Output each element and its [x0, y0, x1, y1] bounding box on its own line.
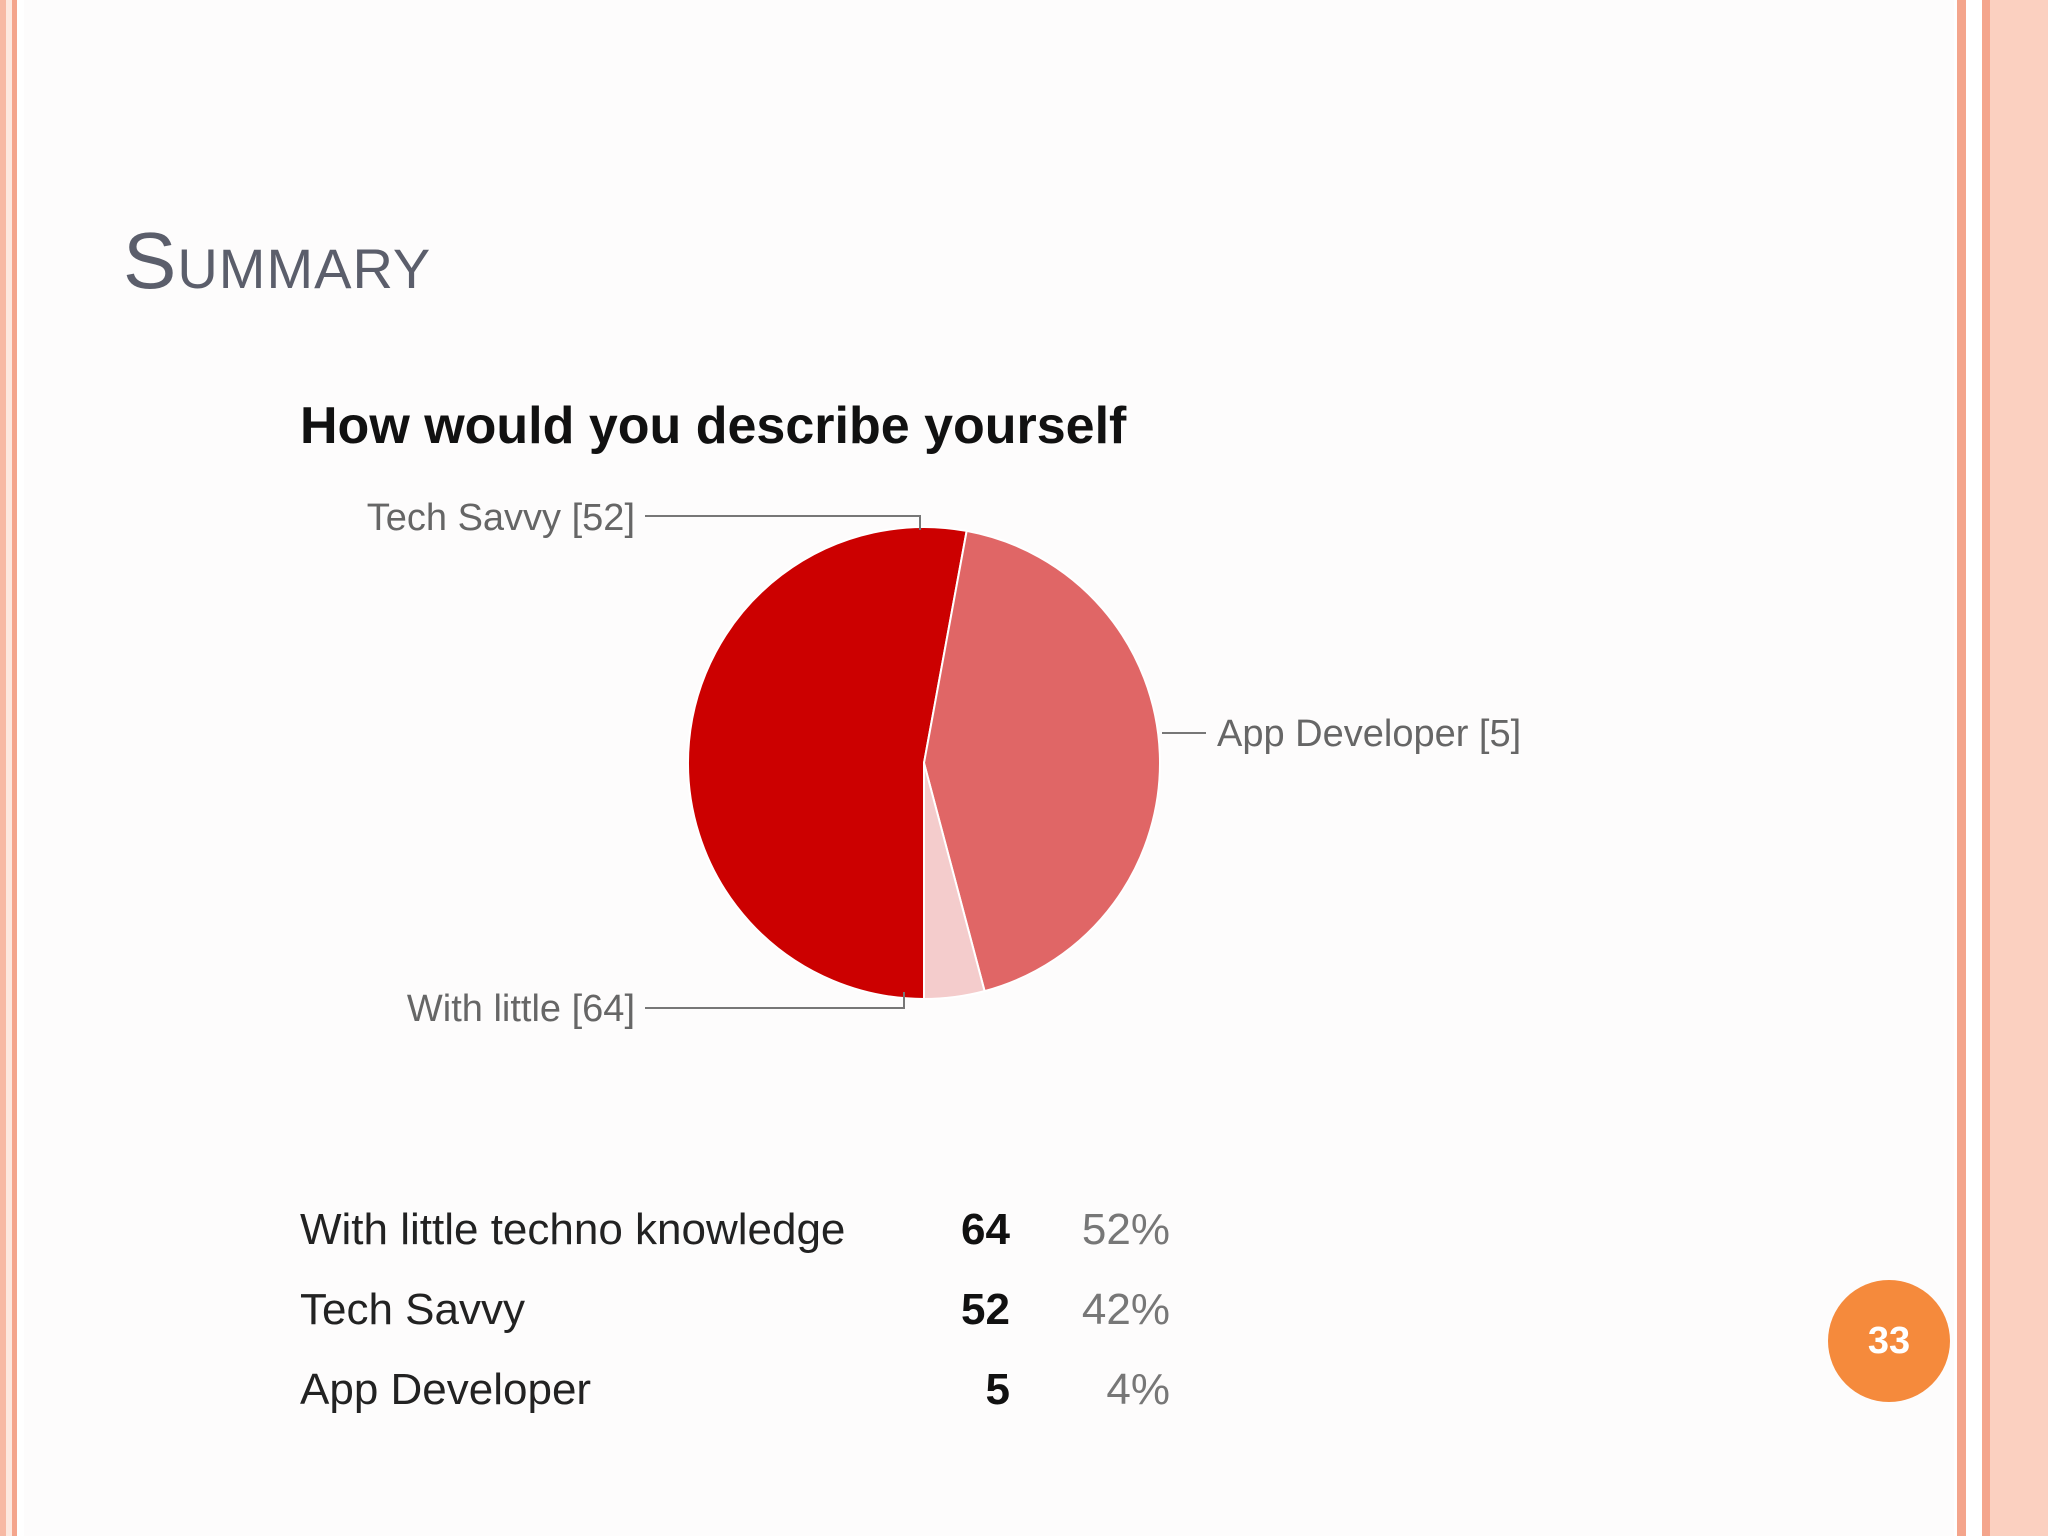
row-label: App Developer — [300, 1365, 592, 1414]
callout-tech-savvy: Tech Savvy [52] — [367, 497, 635, 539]
callout-app-developer: App Developer [5] — [1217, 713, 1521, 755]
right-border-decoration — [1954, 0, 2048, 1536]
pie-slice-with-little-techno-knowledge — [687, 526, 968, 1001]
pie-slices — [687, 526, 1161, 1001]
row-label: With little techno knowledge — [300, 1205, 846, 1254]
pie-slice-app-developer — [923, 762, 986, 1001]
row-percent: 52% — [1081, 1205, 1170, 1254]
callout-line-tech-savvy — [645, 515, 921, 530]
table-row: Tech Savvy 52 42% — [300, 1270, 1170, 1350]
pie-chart: Tech Savvy [52] App Developer [5] With l… — [367, 497, 1521, 1030]
left-border-decoration — [0, 0, 24, 1536]
row-label: Tech Savvy — [300, 1285, 525, 1334]
row-percent: 4% — [1106, 1365, 1170, 1414]
row-count: 64 — [961, 1205, 1010, 1254]
callout-with-little: With little [64] — [407, 988, 635, 1030]
page-number-badge: 33 — [1828, 1280, 1950, 1402]
table-row: App Developer 5 4% — [300, 1350, 1170, 1430]
row-count: 5 — [985, 1365, 1010, 1414]
table-row: With little techno knowledge 64 52% — [300, 1190, 1170, 1270]
summary-table: With little techno knowledge 64 52% Tech… — [300, 1190, 1170, 1430]
slide-title: Summary — [123, 216, 432, 305]
row-count: 52 — [961, 1285, 1010, 1334]
callout-line-with-little — [645, 992, 905, 1009]
chart-title: How would you describe yourself — [300, 397, 1127, 455]
pie-callouts: Tech Savvy [52] App Developer [5] With l… — [367, 497, 1521, 1030]
pie-slice-tech-savvy — [922, 529, 1161, 993]
row-percent: 42% — [1081, 1285, 1170, 1334]
